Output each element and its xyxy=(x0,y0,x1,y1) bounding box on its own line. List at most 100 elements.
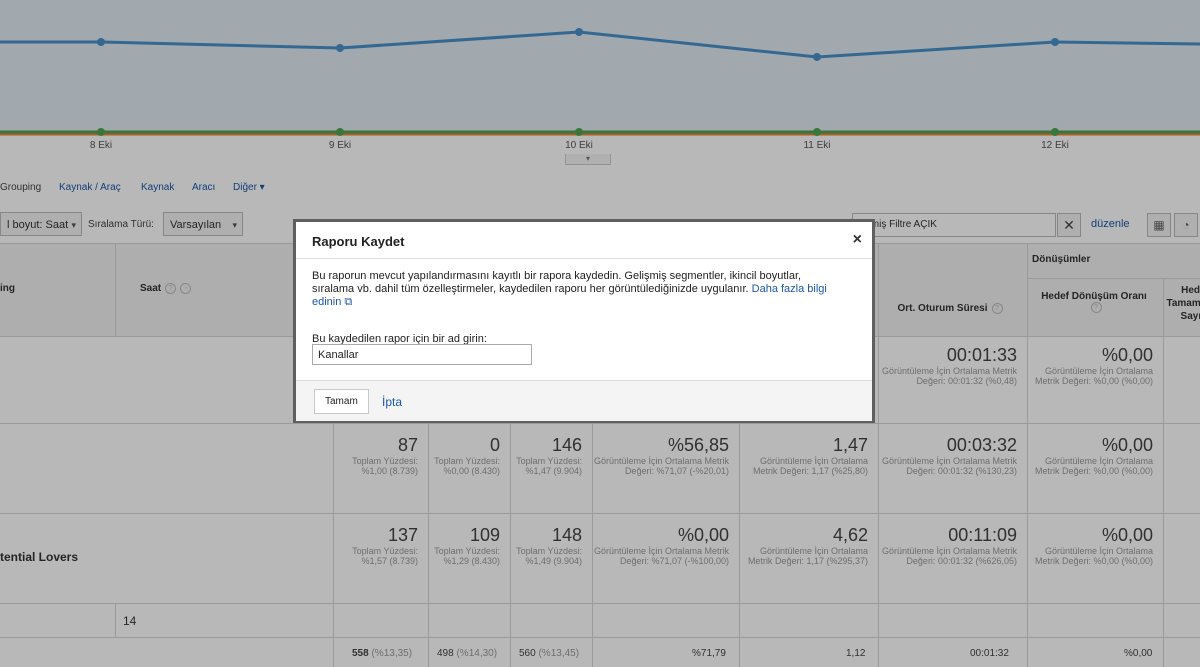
col-divider xyxy=(1027,243,1028,667)
cell-subtext: Toplam Yüzdesi: %1,49 (9.904) xyxy=(516,546,582,566)
cell-value: 00:03:32 xyxy=(946,435,1017,455)
totals-goal-rate: %0,00 xyxy=(1124,648,1153,659)
help-icon[interactable]: ? xyxy=(1090,302,1102,313)
header-goal-completions[interactable]: Hedef Tamamlama Sayısı xyxy=(1166,285,1200,322)
col-divider xyxy=(115,603,116,637)
table-cell: 4,62 Görüntüleme İçin Ortalama Metrik De… xyxy=(740,524,878,566)
clear-filter-button[interactable]: ✕ xyxy=(1057,213,1081,237)
table-cell: 00:01:33 Görüntüleme İçin Ortalama Metri… xyxy=(879,344,1027,386)
data-point[interactable] xyxy=(97,128,105,136)
table-cell: %56,85 Görüntüleme İçin Ortalama Metrik … xyxy=(593,434,739,476)
data-point[interactable] xyxy=(575,128,583,136)
table-cell: 87 Toplam Yüzdesi: %1,00 (8.739) xyxy=(334,434,428,476)
table-cell: 109 Toplam Yüzdesi: %1,29 (8.430) xyxy=(429,524,510,566)
header-goal-rate-label: Hedef Dönüşüm Oranı xyxy=(1041,291,1147,302)
tab-diger[interactable]: Diğer ▾ xyxy=(233,182,265,193)
data-point[interactable] xyxy=(575,28,583,36)
cell-subtext: Toplam Yüzdesi: %1,29 (8.430) xyxy=(434,546,500,566)
header-saat[interactable]: Saat? ◦ xyxy=(140,283,192,295)
col-divider xyxy=(1163,278,1164,667)
data-point[interactable] xyxy=(813,53,821,61)
cell-value: %0,00 xyxy=(1101,435,1153,455)
x-axis-label: 10 Eki xyxy=(565,140,593,151)
cell-subtext: Görüntüleme İçin Ortalama Metrik Değeri:… xyxy=(1034,366,1153,386)
ok-button[interactable]: Tamam xyxy=(314,389,369,414)
totals-new-users: 498 (%14,30) xyxy=(437,648,497,659)
cell-subtext: Görüntüleme İçin Ortalama Metrik Değeri:… xyxy=(881,546,1017,566)
data-point[interactable] xyxy=(1051,38,1059,46)
header-avg-session-duration[interactable]: Ort. Oturum Süresi? xyxy=(885,303,1015,314)
cell-subtext: Görüntüleme İçin Ortalama Metrik Değeri:… xyxy=(593,456,729,476)
col-divider xyxy=(428,423,429,667)
cell-subtext: Görüntüleme İçin Ortalama Metrik Değeri:… xyxy=(752,456,868,476)
cell-value: 0 xyxy=(489,435,500,455)
data-point[interactable] xyxy=(336,128,344,136)
cell-subtext: Görüntüleme İçin Ortalama Metrik Değeri:… xyxy=(747,546,868,566)
help-icon[interactable]: ? xyxy=(165,283,177,294)
col-divider xyxy=(878,243,879,667)
chart-collapse-toggle[interactable]: ▾ xyxy=(565,154,611,165)
tab-kaynak-arac[interactable]: Kaynak / Araç xyxy=(59,182,121,193)
cell-value: 148 xyxy=(551,525,582,545)
table-cell: 146 Toplam Yüzdesi: %1,47 (9.904) xyxy=(511,434,592,476)
cancel-link[interactable]: İpta xyxy=(382,395,403,409)
col-divider xyxy=(115,243,116,336)
tab-grouping[interactable]: Grouping xyxy=(0,182,42,193)
table-view-button[interactable]: ▦ xyxy=(1147,213,1171,237)
tab-arac[interactable]: Aracı xyxy=(192,182,216,193)
report-name-label: Bu kaydedilen rapor için bir ad girin: xyxy=(312,333,487,345)
col-divider xyxy=(333,243,334,667)
table-cell: %0,00 Görüntüleme İçin Ortalama Metrik D… xyxy=(593,524,739,566)
help-icon[interactable]: ? xyxy=(991,303,1003,314)
totals-pageviews: 560 (%13,45) xyxy=(519,648,579,659)
x-axis-label: 12 Eki xyxy=(1041,140,1069,151)
col-divider xyxy=(510,423,511,667)
line-chart: 8 Eki 9 Eki 10 Eki 11 Eki 12 Eki ▾ xyxy=(0,0,1200,165)
totals-value: 558 xyxy=(352,648,369,659)
totals-percent: (%13,35) xyxy=(371,648,413,659)
data-point[interactable] xyxy=(336,44,344,52)
col-divider xyxy=(592,423,593,667)
dialog-title: Raporu Kaydet xyxy=(312,234,405,249)
advanced-filter-field[interactable]: ışmiş Filtre AÇIK xyxy=(852,213,1056,237)
totals-sessions: 558 (%13,35) xyxy=(352,648,412,659)
data-point[interactable] xyxy=(1051,128,1059,136)
table-cell: 148 Toplam Yüzdesi: %1,49 (9.904) xyxy=(511,524,592,566)
cell-value: %0,00 xyxy=(1101,525,1153,545)
chevron-down-icon: ▾ xyxy=(71,220,76,230)
close-icon: ✕ xyxy=(1063,217,1075,233)
header-goal-conversion-rate[interactable]: Hedef Dönüşüm Oranı? xyxy=(1035,291,1153,313)
cell-value: 00:11:09 xyxy=(948,525,1017,545)
cell-value: 109 xyxy=(469,525,500,545)
report-name-input[interactable] xyxy=(312,344,532,365)
close-icon[interactable]: × xyxy=(852,231,862,248)
cell-value: 1,47 xyxy=(832,435,868,455)
hour-cell: 14 xyxy=(123,614,137,628)
sort-type-select[interactable]: Varsayılan ▾ xyxy=(163,212,243,236)
totals-avg-duration: 00:01:32 xyxy=(970,648,1009,659)
x-axis-label: 11 Eki xyxy=(803,140,831,151)
cell-value: %56,85 xyxy=(667,435,729,455)
sort-icon[interactable]: ◦ xyxy=(180,283,192,294)
row-label[interactable]: tential Lovers xyxy=(0,550,79,564)
totals-percent: (%14,30) xyxy=(456,648,498,659)
cell-value: 146 xyxy=(551,435,582,455)
cell-subtext: Görüntüleme İçin Ortalama Metrik Değeri:… xyxy=(881,366,1017,386)
table-cell: %0,00 Görüntüleme İçin Ortalama Metrik D… xyxy=(1028,344,1163,386)
table-cell: 1,47 Görüntüleme İçin Ortalama Metrik De… xyxy=(740,434,878,476)
table-cell: 00:03:32 Görüntüleme İçin Ortalama Metri… xyxy=(879,434,1027,476)
tab-kaynak[interactable]: Kaynak xyxy=(141,182,175,193)
cell-subtext: Toplam Yüzdesi: %1,00 (8.739) xyxy=(352,456,418,476)
totals-pages-per-session: 1,12 xyxy=(846,648,866,659)
header-saat-label: Saat xyxy=(140,283,162,295)
edit-filter-link[interactable]: düzenle xyxy=(1091,218,1130,230)
data-point[interactable] xyxy=(97,38,105,46)
cell-subtext: Toplam Yüzdesi: %1,57 (8.739) xyxy=(352,546,418,566)
header-grouping[interactable]: ing xyxy=(0,283,15,294)
data-point[interactable] xyxy=(813,128,821,136)
secondary-dimension-select[interactable]: l boyut: Saat ▾ xyxy=(0,212,82,236)
secondary-dimension-value: l boyut: Saat xyxy=(7,219,69,231)
learn-more-link[interactable]: Daha fazla bilgi edinin xyxy=(312,283,827,308)
pie-view-button[interactable]: ◔ xyxy=(1174,213,1198,237)
